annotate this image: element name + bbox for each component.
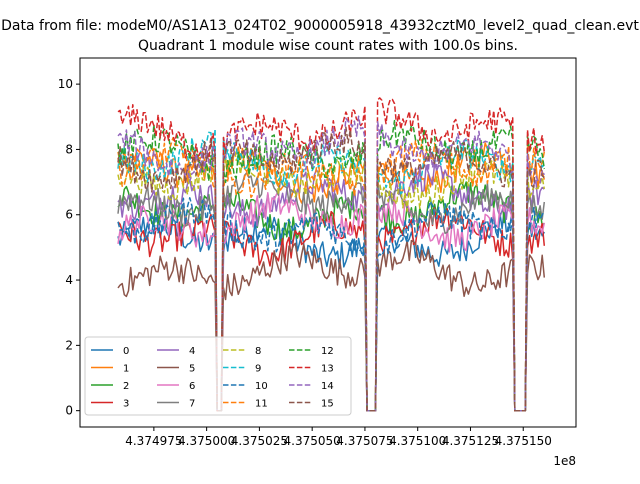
legend-frame <box>84 336 352 416</box>
y-axis: 0 2 4 6 8 10 <box>58 77 80 418</box>
series-line-11 <box>117 137 546 412</box>
legend-label-1: 1 <box>123 364 129 375</box>
series-line-9 <box>117 128 545 412</box>
y-tick-label: 8 <box>65 142 73 156</box>
legend-label-15: 15 <box>321 399 334 410</box>
legend-label-6: 6 <box>189 381 195 392</box>
legend-label-10: 10 <box>255 381 268 392</box>
series-line-5 <box>117 239 546 412</box>
legend-label-8: 8 <box>255 346 261 357</box>
legend-label-4: 4 <box>189 346 195 357</box>
series-line-7 <box>117 172 546 412</box>
series-line-15 <box>117 126 545 412</box>
y-tick-label: 6 <box>65 208 73 222</box>
legend-label-14: 14 <box>321 381 334 392</box>
series-line-0 <box>117 208 545 412</box>
x-tick-label: 4.375050 <box>284 434 341 448</box>
y-tick-label: 0 <box>65 404 73 418</box>
plot-lines <box>117 97 546 412</box>
series-line-10 <box>117 197 545 412</box>
legend-label-12: 12 <box>321 346 334 357</box>
x-tick-label: 4.375100 <box>389 434 446 448</box>
x-axis-offset-label: 1e8 <box>553 454 576 468</box>
x-tick-label: 4.375025 <box>231 434 288 448</box>
figure-suptitle: Data from file: modeM0/AS1A13_024T02_900… <box>1 18 639 34</box>
legend-label-3: 3 <box>123 399 129 410</box>
series-line-8 <box>117 146 546 412</box>
legend-label-7: 7 <box>189 399 195 410</box>
legend-label-2: 2 <box>123 381 129 392</box>
series-line-12 <box>117 119 546 412</box>
x-tick-label: 4.375150 <box>495 434 552 448</box>
y-tick-label: 4 <box>65 273 73 287</box>
x-tick-label: 4.375125 <box>442 434 499 448</box>
chart-title: Quadrant 1 module wise count rates with … <box>138 38 518 54</box>
plot-frame <box>79 57 577 428</box>
x-tick-label: 4.375075 <box>336 434 393 448</box>
x-axis: 4.3749754.3750004.3750254.3750504.375075… <box>125 427 552 448</box>
x-tick-label: 4.374975 <box>125 434 182 448</box>
x-tick-label: 4.375000 <box>178 434 235 448</box>
y-tick-label: 10 <box>58 77 73 91</box>
legend-label-11: 11 <box>255 399 268 410</box>
series-line-6 <box>117 190 546 412</box>
legend-label-9: 9 <box>255 364 261 375</box>
y-tick-label: 2 <box>65 338 73 352</box>
legend-label-0: 0 <box>123 346 129 357</box>
legend-label-5: 5 <box>189 364 195 375</box>
legend-label-13: 13 <box>321 364 334 375</box>
